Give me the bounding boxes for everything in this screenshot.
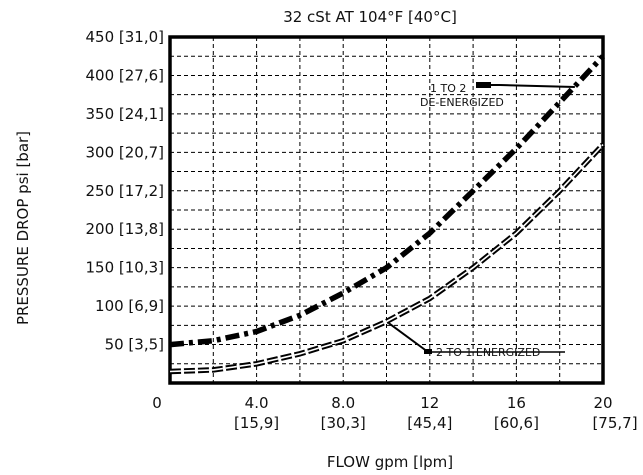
y-tick-label: 300 [20,7] bbox=[85, 143, 164, 161]
x-axis-tick-labels: 0 4.0 [15,9] 8.0 [30,3] 12 [45,4] 16 [60,6] 20 [75… bbox=[152, 394, 637, 432]
x-tick-label: 4.0 bbox=[245, 394, 269, 412]
x-axis-label: FLOW gpm [lpm] bbox=[327, 453, 453, 471]
series-1-label-line-2: DE-ENERGIZED bbox=[420, 96, 504, 109]
series-1-leader-marker bbox=[476, 82, 491, 88]
y-axis-tick-labels: 50 [3,5] 100 [6,9] 150 [10,3] 200 [13,8] 250… bbox=[85, 28, 164, 354]
y-tick-label: 100 [6,9] bbox=[95, 297, 164, 315]
y-tick-label: 450 [31,0] bbox=[85, 28, 164, 46]
series-line-2-to-1-energized-inner bbox=[169, 144, 604, 373]
x-tick-label: 0 bbox=[152, 394, 162, 412]
series-annotations: 1 TO 2DE-ENERGIZED 2 TO 1 ENERGIZED bbox=[388, 82, 575, 359]
y-tick-label: 250 [17,2] bbox=[85, 182, 164, 200]
plot-frame bbox=[168, 35, 605, 385]
x-tick-label: 20 bbox=[593, 394, 612, 412]
y-tick-label: 50 [3,5] bbox=[105, 336, 164, 354]
x-tick-sublabel: [60,6] bbox=[494, 414, 539, 432]
series-2-leader-line bbox=[388, 322, 429, 353]
x-tick-label: 16 bbox=[507, 394, 526, 412]
y-tick-label: 400 [27,6] bbox=[85, 66, 164, 84]
x-tick-sublabel: [75,7] bbox=[592, 414, 637, 432]
series-layer bbox=[169, 54, 606, 375]
y-axis-label: PRESSURE DROP psi [bar] bbox=[14, 131, 32, 325]
y-tick-label: 150 [10,3] bbox=[85, 259, 164, 277]
x-tick-sublabel: [45,4] bbox=[407, 414, 452, 432]
x-tick-label: 8.0 bbox=[331, 394, 355, 412]
series-2-leader-marker bbox=[424, 349, 432, 354]
series-line-1-to-2-de-energized bbox=[169, 54, 606, 348]
series-2-label: 2 TO 1 ENERGIZED bbox=[436, 346, 540, 359]
chart-title: 32 cSt AT 104°F [40°C] bbox=[283, 8, 457, 26]
y-tick-label: 350 [24,1] bbox=[85, 105, 164, 123]
x-tick-sublabel: [30,3] bbox=[321, 414, 366, 432]
x-tick-sublabel: [15,9] bbox=[234, 414, 279, 432]
y-tick-label: 200 [13,8] bbox=[85, 220, 164, 238]
grid-lines bbox=[170, 37, 603, 383]
series-1-leader-line bbox=[499, 84, 575, 88]
series-1-label-line-1: 1 TO 2 bbox=[430, 82, 466, 95]
x-tick-label: 12 bbox=[420, 394, 439, 412]
